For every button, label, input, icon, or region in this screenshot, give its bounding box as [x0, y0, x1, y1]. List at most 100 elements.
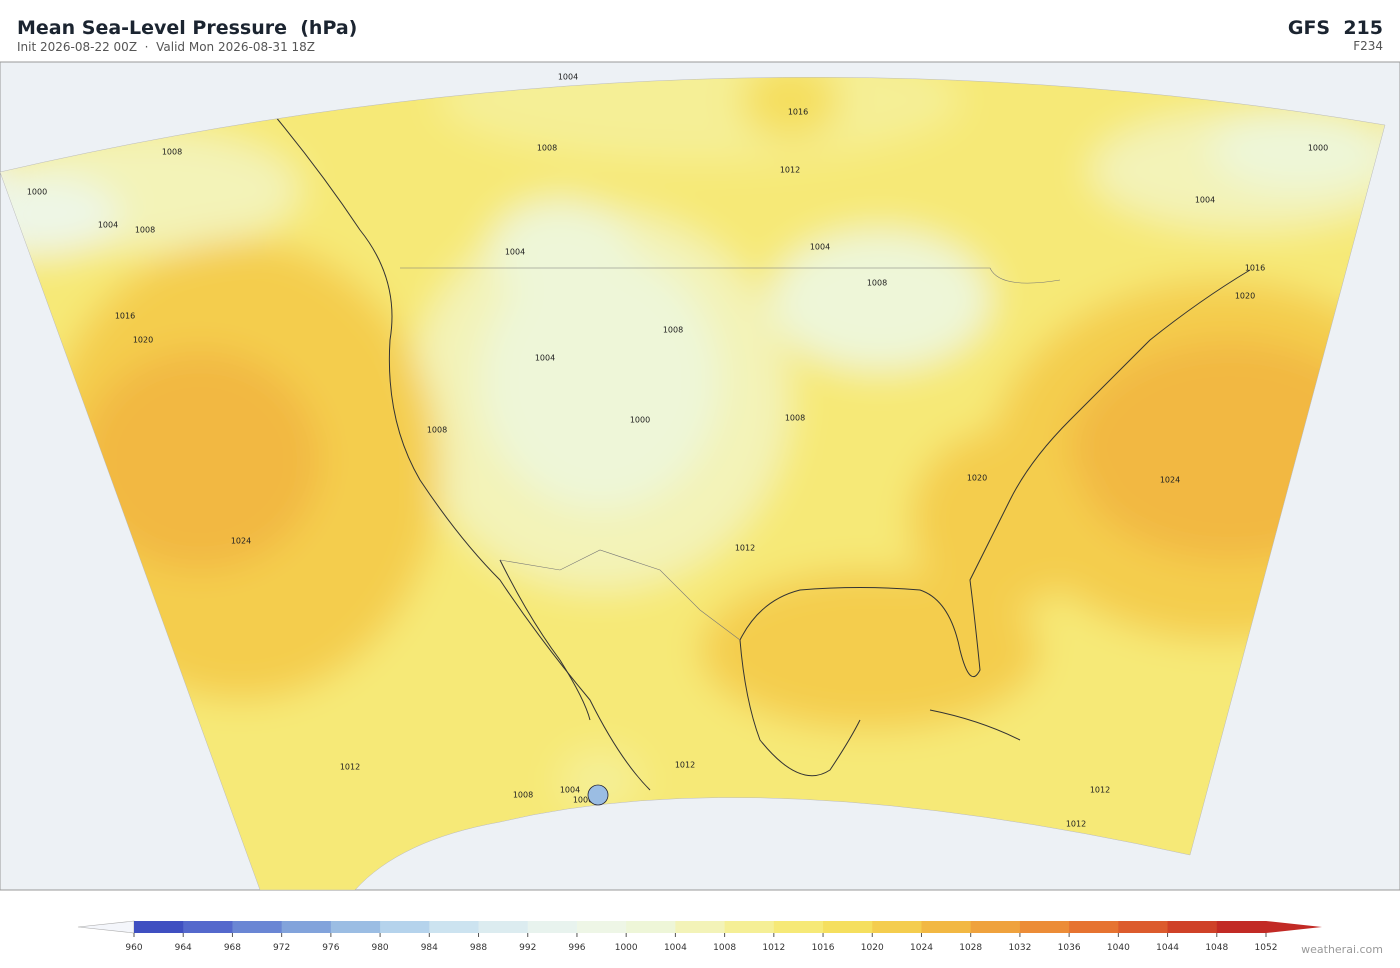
colorbar-tick-label: 1040	[1107, 943, 1130, 953]
pressure-area	[700, 570, 1040, 730]
colorbar-tick-label: 1016	[812, 943, 835, 953]
colorbar-segment	[1216, 921, 1267, 933]
colorbar-tick-label: 1000	[615, 943, 638, 953]
colorbar-tick-label: 976	[322, 943, 339, 953]
contour-label: 1012	[1090, 786, 1110, 795]
colorbar-tick-label: 996	[568, 943, 585, 953]
borders	[400, 267, 1061, 641]
colorbar-segment	[576, 921, 627, 933]
contour-label: 1008	[427, 426, 447, 435]
subtitle: Init 2026-08-22 00Z · Valid Mon 2026-08-…	[17, 40, 315, 54]
contour-label: 1012	[735, 544, 755, 553]
contour-label: 1012	[780, 166, 800, 175]
pressure-area	[480, 250, 720, 510]
colorbar-segment	[281, 921, 332, 933]
colorbar-segment	[724, 921, 775, 933]
contour-label: 1016	[1245, 264, 1265, 273]
contour-label: 1008	[513, 791, 533, 800]
pressure-area	[740, 77, 840, 140]
low-center	[587, 784, 609, 806]
title: Mean Sea-Level Pressure (hPa)	[17, 17, 357, 39]
contour-label: 1008	[663, 326, 683, 335]
colorbar-tick-label: 964	[175, 943, 192, 953]
pressure-area	[80, 350, 320, 570]
contour-label: 1000	[27, 188, 47, 197]
colorbar-segment	[675, 921, 726, 933]
colorbar-tick-label: 984	[421, 943, 438, 953]
colorbar-segment	[527, 921, 578, 933]
contour-label: 1012	[340, 763, 360, 772]
credit: weatherai.com	[1301, 943, 1383, 956]
pressure-area	[770, 230, 990, 370]
colorbar-tick-label: 980	[371, 943, 388, 953]
colorbar-segment	[183, 921, 233, 933]
domain-edge	[0, 77, 1386, 890]
contour-labels: 1004 1008 1016 1012 1008 1000 1004 1008 1000 1004…	[27, 73, 1328, 829]
contour-label: 1008	[785, 414, 805, 423]
contour-label: 1008	[162, 148, 182, 157]
contour-label: 1008	[867, 279, 887, 288]
pressure-area	[490, 200, 630, 300]
contour-label: 1020	[133, 336, 153, 345]
colorbar-tick-label: 1044	[1156, 943, 1179, 953]
colorbar-segment	[872, 921, 922, 933]
colorbar-segment	[429, 921, 480, 933]
colorbar-tick-label: 1028	[959, 943, 982, 953]
contour-label: 1012	[675, 761, 695, 770]
contour-label: 1004	[535, 354, 555, 363]
colorbar-tick-label: 1036	[1058, 943, 1081, 953]
contour-label: 1000	[630, 416, 650, 425]
colorbar-segment	[1019, 921, 1070, 933]
contour-label: 1016	[788, 108, 808, 117]
contour-label: 1008	[537, 144, 557, 153]
colorbar-tick-label: 1012	[762, 943, 785, 953]
contour-label: 1000	[573, 796, 593, 805]
colorbar-tick-label: 992	[519, 943, 536, 953]
contour-label: 1004	[810, 243, 830, 252]
colorbar-tick-label: 988	[470, 943, 487, 953]
pressure-area	[440, 77, 960, 160]
colorbar-tick-label: 1052	[1255, 943, 1278, 953]
contour-label: 1004	[98, 221, 118, 230]
colorbar-segment	[970, 921, 1021, 933]
colorbar-segment	[1118, 921, 1169, 933]
colorbar-segment	[134, 921, 184, 933]
colorbar-tick-label: 968	[224, 943, 241, 953]
contour-label: 1008	[135, 226, 155, 235]
contour-label: 1020	[1235, 292, 1255, 301]
contour-label: 1020	[967, 474, 987, 483]
model-label: GFS 215	[1288, 17, 1383, 39]
coastlines	[269, 109, 1251, 791]
pressure-area	[560, 750, 640, 810]
colorbar-extend-low	[77, 920, 135, 934]
colorbar-segment	[773, 921, 824, 933]
contour-label: 1016	[115, 312, 135, 321]
colorbar: 960 964 968 972 976 980 984 988 992 996 1000 1004 10…	[77, 920, 1322, 953]
colorbar-tick-label: 1048	[1205, 943, 1228, 953]
pressure-area	[0, 175, 120, 255]
colorbar-tick-label: 1024	[910, 943, 933, 953]
colorbar-segment	[1167, 921, 1218, 933]
contour-label: 1004	[558, 73, 578, 82]
colorbar-segment	[626, 921, 676, 933]
colorbar-segment	[478, 921, 529, 933]
colorbar-tick-label: 1032	[1008, 943, 1031, 953]
colorbar-segment	[232, 921, 283, 933]
colorbar-segment	[823, 921, 873, 933]
colorbar-tick-label: 1008	[713, 943, 736, 953]
contour-label: 1004	[1195, 196, 1215, 205]
colorbar-tick-label: 1004	[664, 943, 687, 953]
contour-label: 1004	[505, 248, 525, 257]
colorbar-tick-label: 972	[273, 943, 290, 953]
colorbar-segment	[330, 921, 381, 933]
colorbar-tick-label: 960	[125, 943, 142, 953]
contour-label: 1024	[1160, 476, 1180, 485]
colorbar-segment	[380, 921, 430, 933]
contour-label: 1000	[1308, 144, 1328, 153]
pressure-area	[1210, 110, 1385, 190]
colorbar-tick-label: 1020	[861, 943, 884, 953]
colorbar-extend-high	[1266, 921, 1322, 933]
colorbar-segment	[1069, 921, 1119, 933]
